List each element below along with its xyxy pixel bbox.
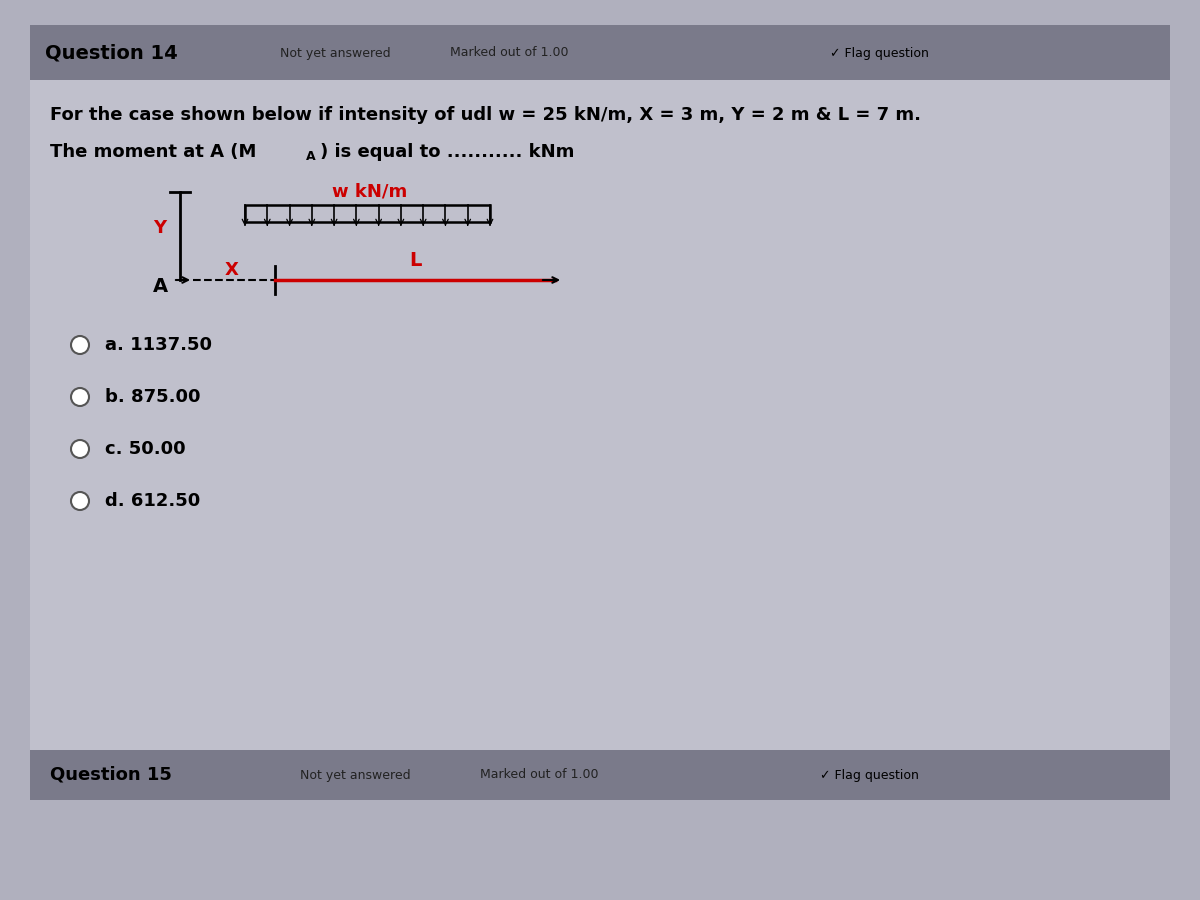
Text: X: X — [226, 261, 239, 279]
Circle shape — [71, 336, 89, 354]
Text: ✓ Flag question: ✓ Flag question — [820, 769, 919, 781]
Circle shape — [71, 492, 89, 510]
Text: A: A — [306, 149, 316, 163]
Text: Question 15: Question 15 — [50, 766, 172, 784]
Text: w kN/m: w kN/m — [332, 183, 408, 201]
Text: Not yet answered: Not yet answered — [300, 769, 410, 781]
Text: b. 875.00: b. 875.00 — [106, 388, 200, 406]
Text: For the case shown below if intensity of udl w = 25 kN/m, X = 3 m, Y = 2 m & L =: For the case shown below if intensity of… — [50, 106, 922, 124]
Bar — [30, 25, 1170, 80]
Text: ) is equal to ........... kNm: ) is equal to ........... kNm — [320, 143, 575, 161]
Bar — [30, 750, 1170, 800]
Bar — [245, 205, 490, 222]
Text: Marked out of 1.00: Marked out of 1.00 — [450, 47, 569, 59]
Text: Marked out of 1.00: Marked out of 1.00 — [480, 769, 599, 781]
Text: ✓ Flag question: ✓ Flag question — [830, 47, 929, 59]
Text: L: L — [409, 250, 421, 269]
Bar — [30, 80, 1170, 800]
Circle shape — [71, 440, 89, 458]
Text: d. 612.50: d. 612.50 — [106, 492, 200, 510]
Text: a. 1137.50: a. 1137.50 — [106, 336, 212, 354]
Circle shape — [71, 388, 89, 406]
Text: Y: Y — [154, 219, 166, 237]
Text: Question 14: Question 14 — [46, 43, 178, 62]
Text: Not yet answered: Not yet answered — [280, 47, 391, 59]
Text: The moment at A (M: The moment at A (M — [50, 143, 257, 161]
Text: A: A — [154, 276, 168, 295]
Text: c. 50.00: c. 50.00 — [106, 440, 186, 458]
